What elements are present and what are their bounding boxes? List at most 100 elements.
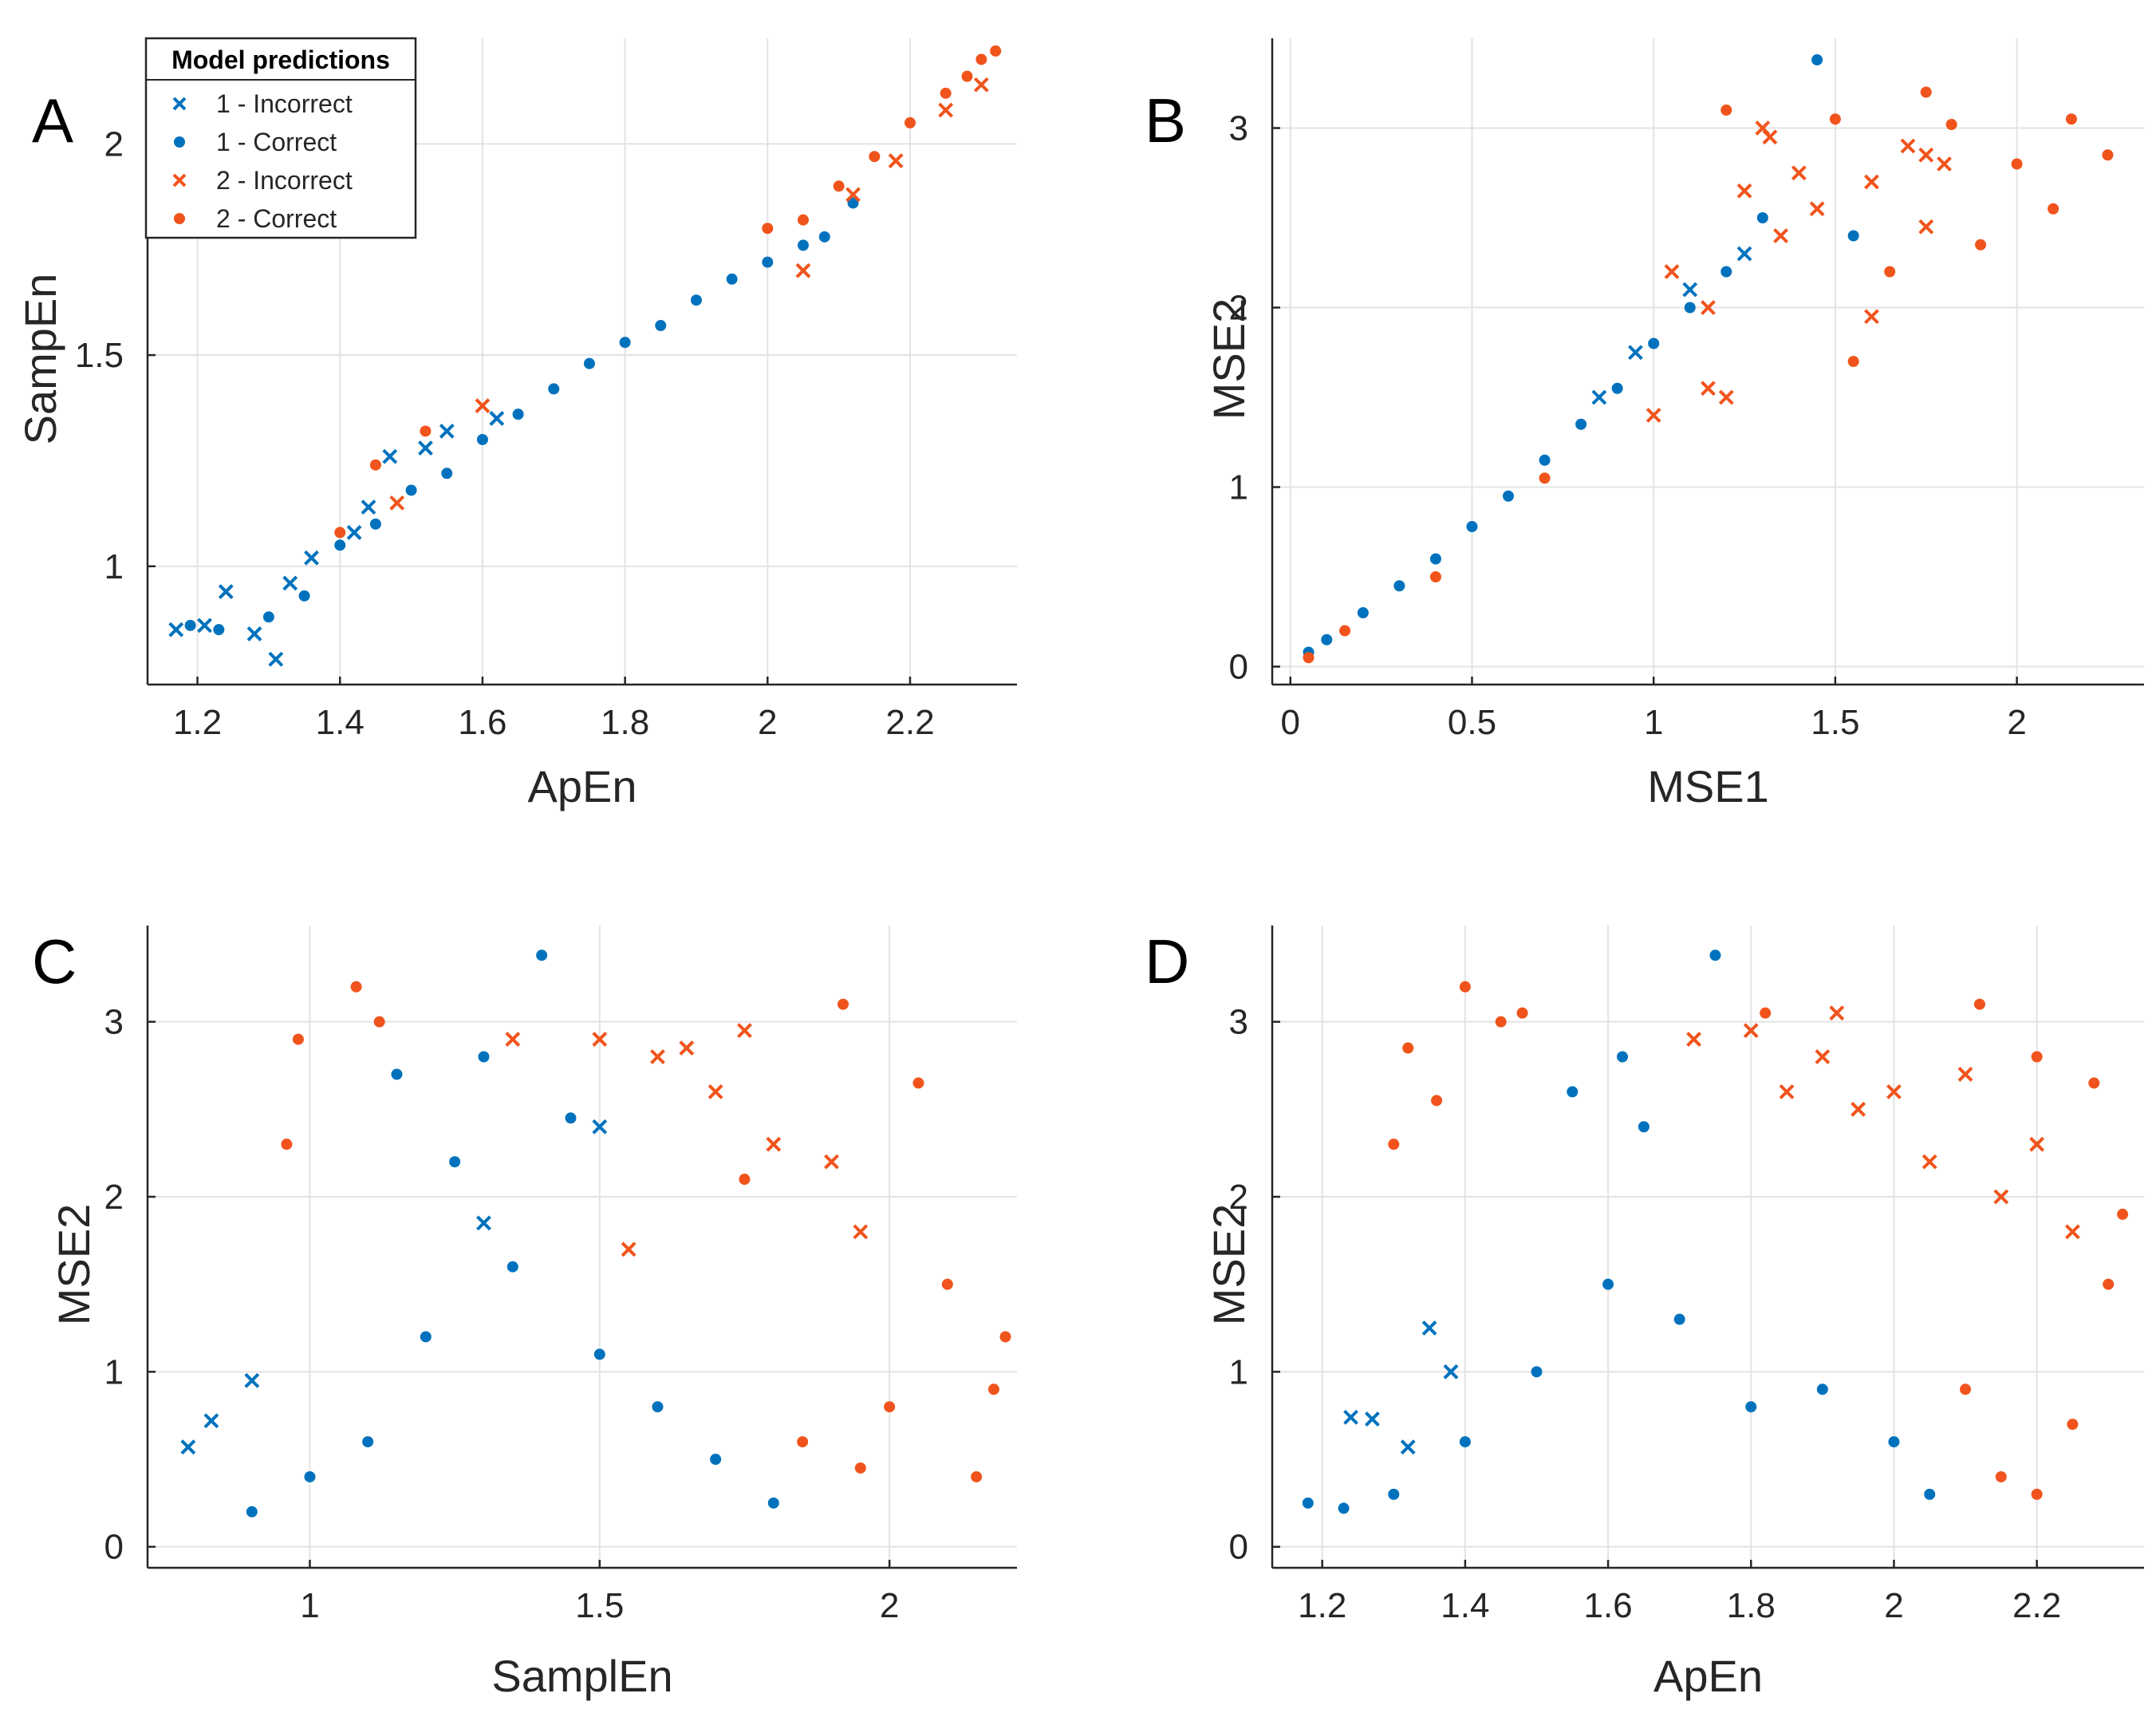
series-2-correct — [1388, 981, 2129, 1500]
scatter-point — [1516, 1007, 1528, 1019]
scatter-point-x — [1421, 1320, 1437, 1336]
series-1-incorrect — [168, 411, 505, 667]
scatter-point — [884, 1401, 896, 1413]
x-tick-label: 1 — [1644, 703, 1663, 742]
scatter-point — [213, 624, 225, 636]
scatter-point — [1829, 113, 1841, 125]
scatter-point-x — [650, 1049, 665, 1064]
scatter-point-x — [938, 102, 954, 118]
y-axis-title: MSE2 — [1204, 298, 1254, 420]
series-2-correct — [281, 981, 1011, 1482]
scatter-point — [1388, 1488, 1400, 1500]
scatter-point — [512, 409, 524, 420]
scatter-point-x — [168, 622, 184, 637]
scatter-point — [1303, 652, 1314, 664]
x-tick-label: 2 — [880, 1586, 899, 1625]
panel-letter: A — [32, 85, 73, 156]
scatter-point — [1920, 86, 1932, 98]
scatter-point-x — [439, 423, 455, 439]
scatter-point — [1745, 1401, 1757, 1413]
y-tick-label: 3 — [104, 1003, 124, 1042]
scatter-point — [1884, 266, 1896, 278]
y-tick-label: 0 — [1229, 1528, 1248, 1567]
scatter-point-x — [1809, 201, 1825, 217]
series-2-incorrect — [505, 1023, 869, 1257]
series-2-correct — [1303, 86, 2114, 664]
scatter-point-x — [489, 411, 505, 426]
scatter-point — [548, 383, 560, 395]
scatter-point-x — [1851, 1101, 1866, 1117]
series-1-correct — [184, 197, 859, 636]
scatter-point — [1811, 54, 1823, 65]
scatter-point — [1616, 1051, 1628, 1063]
scatter-point-x — [203, 1413, 219, 1429]
x-tick-label: 1.4 — [1441, 1586, 1489, 1625]
scatter-point — [1503, 490, 1515, 502]
y-tick-label: 3 — [1229, 1003, 1248, 1042]
scatter-point — [420, 1331, 432, 1343]
scatter-point — [1466, 521, 1478, 532]
scatter-point — [1459, 1436, 1471, 1448]
scatter-point — [854, 1462, 866, 1474]
legend-entry-label: 2 - Incorrect — [216, 166, 353, 195]
legend-box — [144, 37, 417, 239]
scatter-point-x — [218, 584, 234, 599]
scatter-point — [298, 590, 310, 602]
legend-marker-x — [172, 173, 187, 187]
scatter-point — [869, 151, 881, 163]
scatter-point-x — [2029, 1136, 2045, 1152]
points-layer — [1302, 949, 2129, 1514]
scatter-point-x — [1664, 264, 1680, 279]
scatter-point — [655, 320, 667, 331]
scatter-point — [184, 619, 196, 631]
y-tick-label: 1.5 — [75, 336, 124, 375]
scatter-point — [1684, 302, 1696, 314]
panel-a: 1.2 1.4 1.6 1.8 2 2.2 1 1.5 2 ApEn SampEn A — [15, 38, 1017, 811]
x-axis-title: MSE1 — [1647, 761, 1769, 811]
scatter-point-x — [621, 1241, 637, 1257]
series-2-incorrect — [389, 77, 989, 511]
scatter-point — [1709, 949, 1721, 961]
scatter-point — [334, 539, 346, 551]
scatter-point-x — [1918, 147, 1934, 163]
points-layer — [168, 45, 1002, 667]
scatter-point-x — [592, 1032, 608, 1047]
x-tick-label: 0 — [1281, 703, 1300, 742]
scatter-point — [976, 53, 987, 65]
scatter-point-x — [1762, 129, 1778, 145]
scatter-point-x — [361, 499, 376, 515]
scatter-point-x — [1343, 1409, 1358, 1425]
scatter-point-x — [973, 77, 989, 93]
scatter-point-x — [2064, 1224, 2080, 1240]
scatter-point-x — [1864, 174, 1879, 190]
scatter-point — [1357, 607, 1369, 618]
scatter-point — [1973, 998, 1985, 1010]
scatter-point — [690, 294, 702, 306]
scatter-point — [334, 527, 346, 539]
scatter-point-x — [1736, 246, 1752, 262]
scatter-point-x — [679, 1040, 695, 1056]
scatter-point-x — [505, 1032, 521, 1047]
y-axis-title: SampEn — [15, 274, 65, 445]
scatter-point-x — [1791, 165, 1807, 181]
scatter-point-x — [382, 448, 398, 464]
legend-marker-dot — [174, 136, 185, 148]
scatter-point-x — [197, 618, 212, 633]
scatter-point — [1720, 105, 1732, 116]
scatter-point-x — [1773, 228, 1788, 243]
series-1-incorrect — [1591, 246, 1752, 405]
legend-title: Model predictions — [171, 45, 390, 74]
scatter-point — [281, 1139, 293, 1151]
y-tick-label: 1 — [1229, 468, 1248, 507]
scatter-point — [1995, 1470, 2007, 1482]
y-tick-label: 1 — [104, 1352, 124, 1391]
scatter-point-x — [1400, 1439, 1416, 1455]
points-layer — [1303, 54, 2114, 664]
scatter-point — [797, 239, 809, 251]
legend-marker-x — [172, 97, 187, 111]
x-axis-title: ApEn — [528, 761, 637, 811]
scatter-point — [940, 87, 952, 99]
scatter-point — [767, 1497, 779, 1509]
scatter-point — [1495, 1016, 1507, 1028]
x-tick-label: 2 — [1884, 1586, 1903, 1625]
